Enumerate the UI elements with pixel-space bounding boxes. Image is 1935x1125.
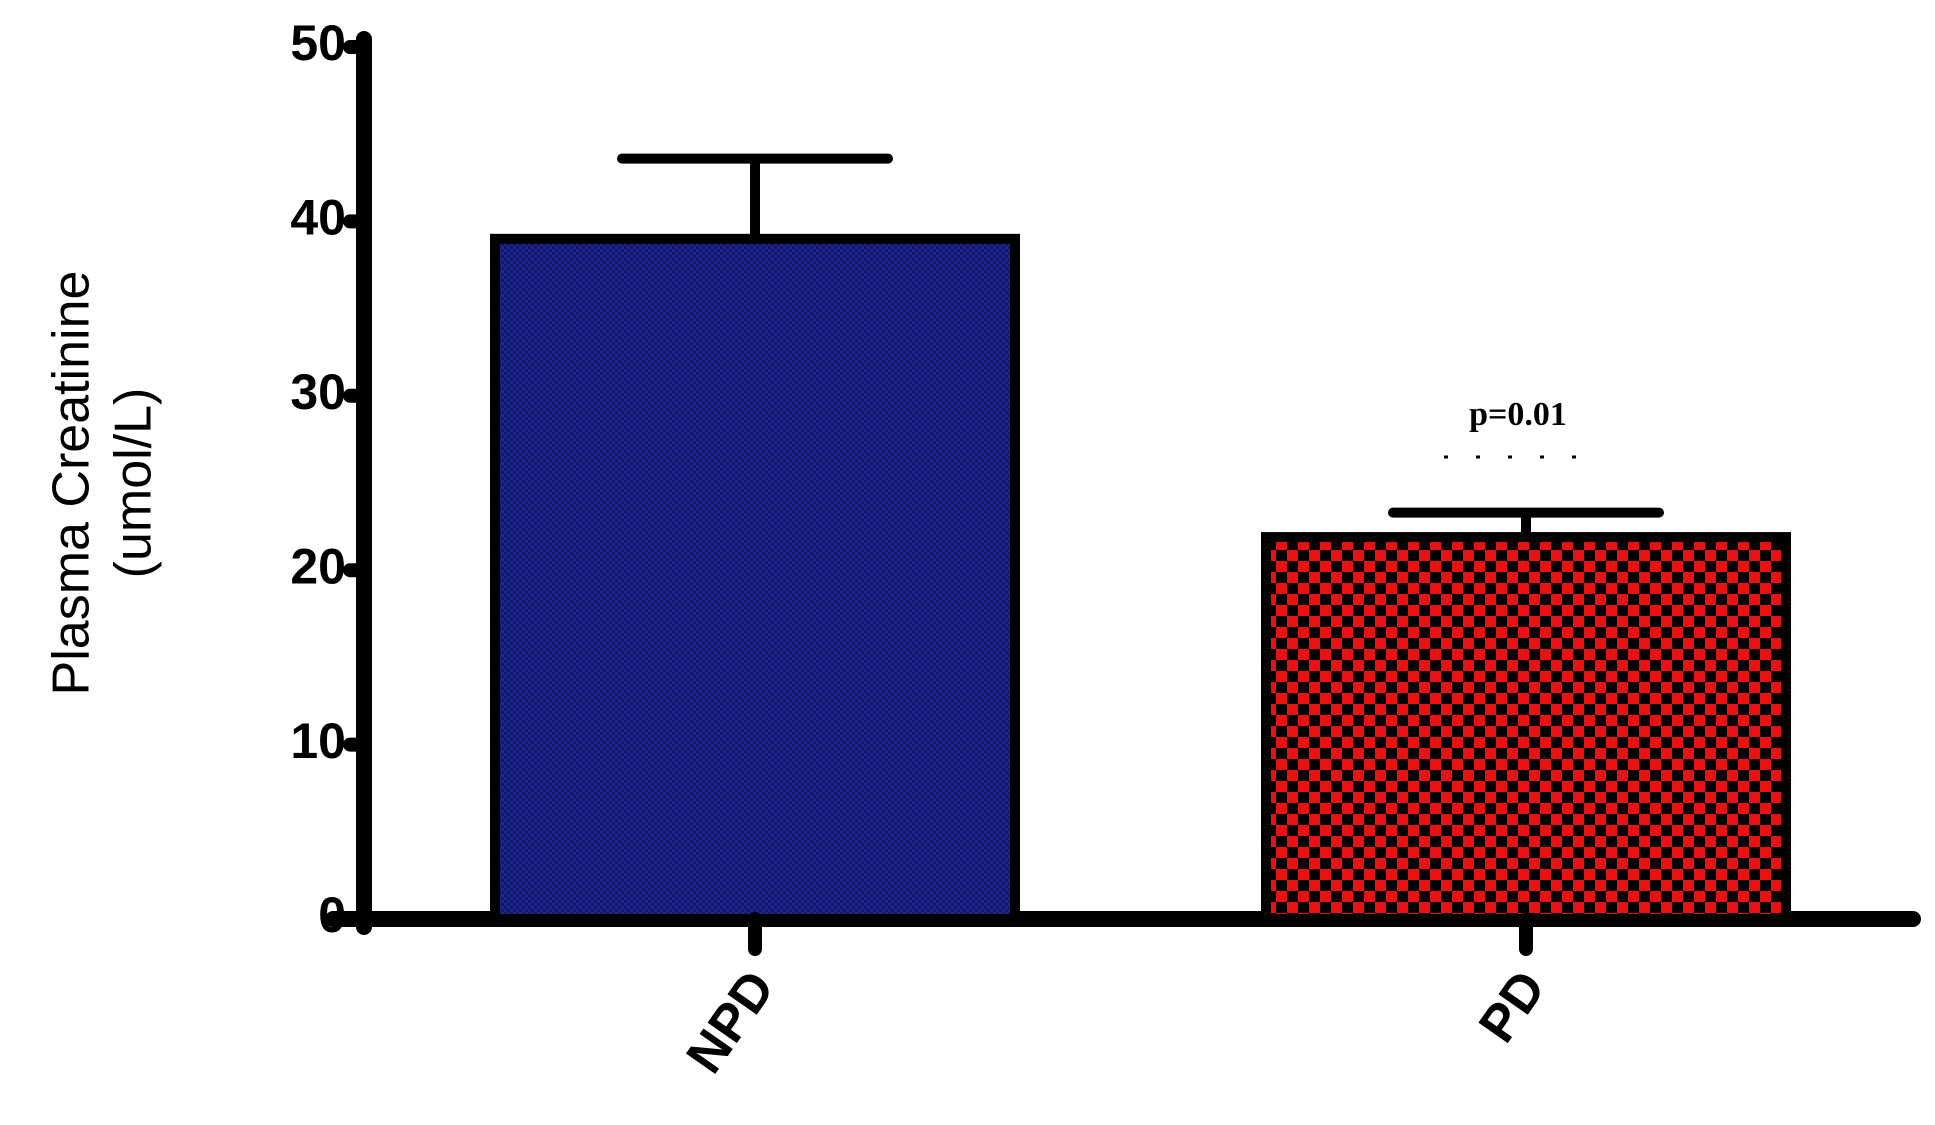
y-tick-label: 50	[290, 15, 346, 71]
bar	[490, 233, 1020, 924]
bar	[1261, 532, 1791, 925]
x-tick-label: PD	[1468, 960, 1557, 1052]
x-tick-label: NPD	[676, 960, 786, 1083]
y-axis-title: Plasma Creatinine (umol/L)	[43, 271, 163, 696]
y-axis-title-line: Plasma Creatinine	[43, 271, 101, 696]
y-axis-title-line: (umol/L)	[105, 388, 163, 579]
y-tick-label: 10	[290, 713, 346, 769]
y-tick-label: 40	[290, 190, 346, 246]
y-tick-label: 0	[318, 887, 346, 943]
y-tick-label: 30	[290, 364, 346, 420]
y-tick-label: 20	[290, 538, 346, 594]
annotation: p=0.01	[1469, 396, 1567, 433]
